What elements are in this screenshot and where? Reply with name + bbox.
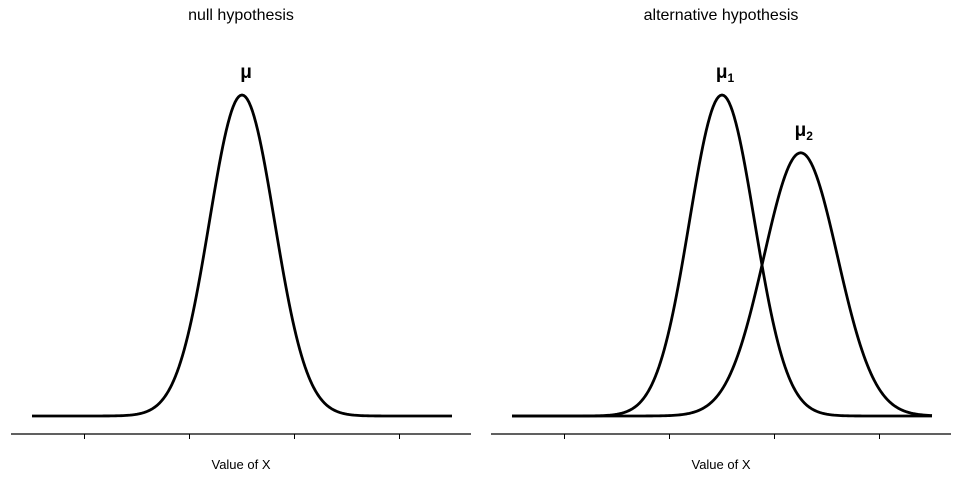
x-axis-label: Value of X [211, 457, 270, 472]
panel-title: null hypothesis [188, 7, 294, 24]
peak-label-1: μ1 [716, 62, 735, 85]
peak-label-1: μ [240, 62, 252, 83]
panel-title: alternative hypothesis [644, 7, 799, 24]
density-curve-1 [32, 93, 452, 418]
panel-1: null hypothesis Value of X μ [11, 7, 471, 472]
density-curve-2 [512, 151, 933, 418]
panel-2: alternative hypothesis Value of X μ1 μ2 [491, 7, 951, 472]
peak-label-2: μ2 [795, 120, 814, 143]
x-axis-label: Value of X [691, 457, 750, 472]
